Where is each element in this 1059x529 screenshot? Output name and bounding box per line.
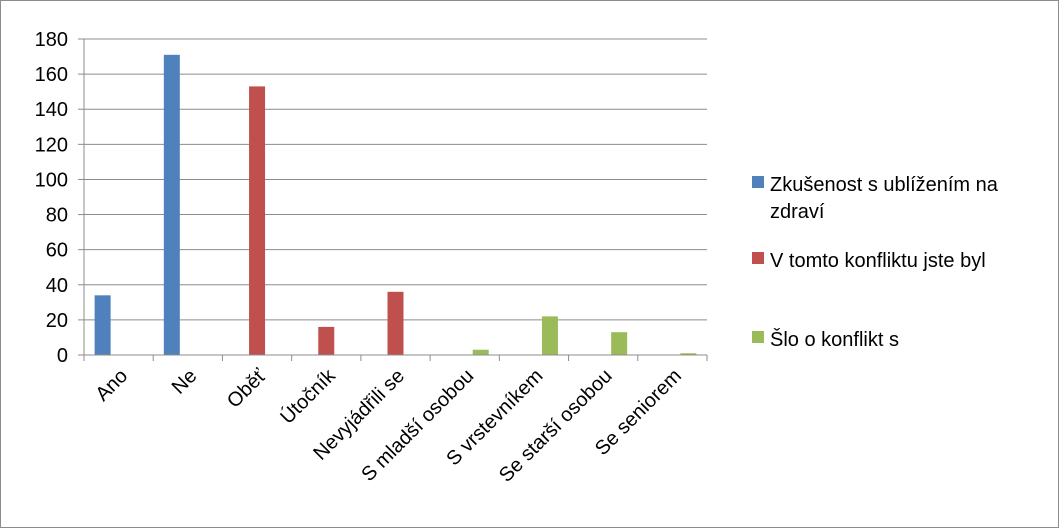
legend-label: V tomto konfliktu jste byl [770, 250, 986, 272]
y-tick-label: 140 [35, 99, 68, 121]
bar-nevyjádřili-se [387, 291, 404, 355]
x-tick-label: Útočník [276, 364, 341, 429]
y-tick-labels: 0 20 40 60 80 100 120 140 160 180 [35, 29, 68, 367]
bar-s-vrstevníkem [541, 316, 558, 355]
bar-ne [163, 54, 180, 356]
y-tick-label: 40 [46, 275, 68, 297]
x-tick-label: Ano [91, 365, 132, 406]
x-tick-label: Oběť [223, 365, 271, 413]
legend-label: Šlo o konflikt s [770, 328, 899, 351]
y-tick-label: 60 [46, 240, 68, 262]
bar-ano [94, 295, 111, 355]
y-tick-label: 180 [35, 29, 68, 51]
legend-label: Zkušenost s ublížením na [770, 174, 999, 196]
y-tick-label: 20 [46, 310, 68, 332]
y-tick-label: 80 [46, 205, 68, 227]
bar-se-starší-osobou [611, 332, 628, 355]
gridlines [84, 38, 707, 321]
y-tick-label: 100 [35, 169, 68, 191]
legend-swatch [752, 331, 764, 343]
bar-se-seniorem [680, 353, 697, 355]
bars [94, 54, 697, 356]
bar-s-mladší-osobou [472, 349, 489, 355]
legend-swatch [752, 176, 764, 188]
x-tick-label: Ne [168, 365, 202, 399]
bar-oběť [249, 86, 266, 356]
bar-útočník [318, 326, 335, 355]
legend-label: zdraví [770, 201, 825, 223]
legend-swatch [752, 252, 764, 264]
axes [78, 38, 708, 361]
y-tick-label: 0 [57, 345, 68, 367]
legend: Zkušenost s ublížením na zdraví V tomto ko… [752, 174, 999, 351]
y-tick-label: 120 [35, 134, 68, 156]
y-tick-label: 160 [35, 64, 68, 86]
